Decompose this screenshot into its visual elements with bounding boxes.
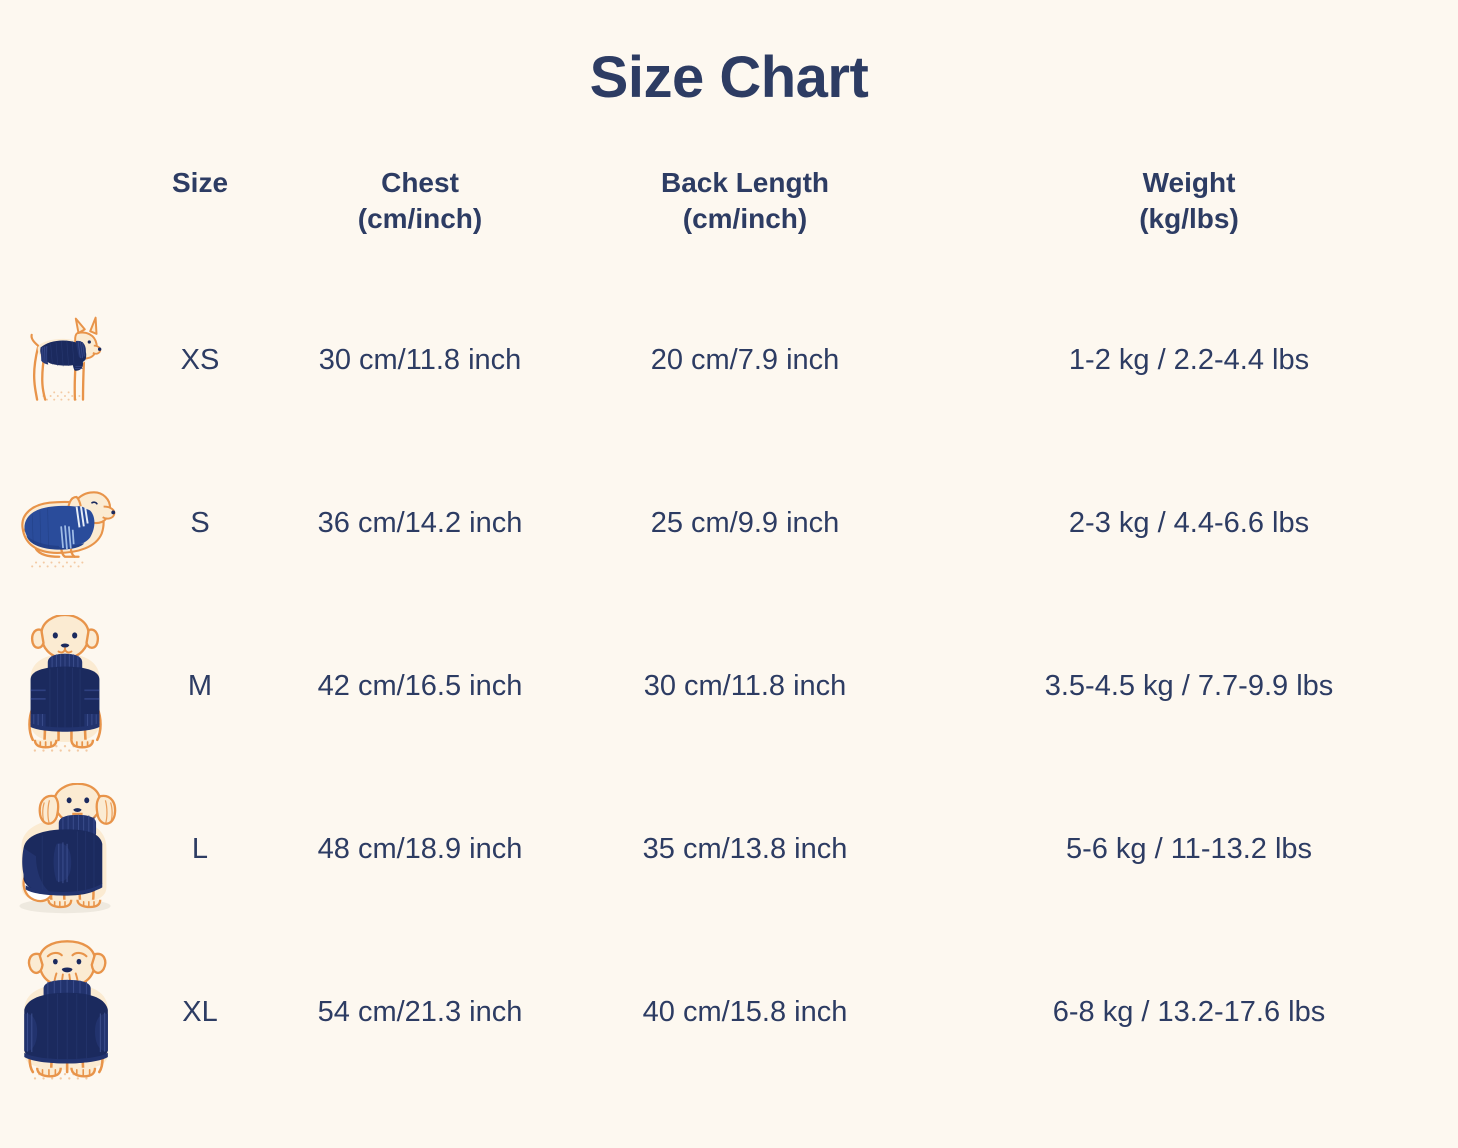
cell-size: M [187,669,213,702]
table-row: XL 54 cm/21.3 inch 40 cm/15.8 inch 6-8 k… [0,931,1458,1094]
cell-weight: 6-8 kg / 13.2-17.6 lbs [1052,995,1326,1028]
page-title: Size Chart [589,45,869,110]
header-back-length: Back Length (cm/inch) [570,165,920,279]
table-row: L 48 cm/18.9 inch 35 cm/13.8 inch 5-6 kg… [0,768,1458,931]
dog-m-sitting-terrier-icon [9,613,121,757]
dog-xl-sitting-schnauzer-icon [5,939,125,1085]
cell-weight: 5-6 kg / 11-13.2 lbs [1065,832,1313,865]
dog-s-lying-dachshund-icon [7,468,123,578]
cell-weight: 1-2 kg / 2.2-4.4 lbs [1068,343,1310,376]
cell-chest: 48 cm/18.9 inch [317,832,523,865]
header-back-length-unit: (cm/inch) [682,202,808,234]
cell-back-length: 20 cm/7.9 inch [650,343,840,376]
cell-chest: 30 cm/11.8 inch [318,343,522,376]
header-size-label: Size [171,167,229,198]
table-row: S 36 cm/14.2 inch 25 cm/9.9 inch 2-3 kg … [0,442,1458,605]
cell-back-length: 35 cm/13.8 inch [642,832,848,865]
row-illustration-xs [0,279,130,442]
cell-size: L [191,832,209,865]
row-illustration-xl [0,931,130,1094]
size-chart-table: Size Chest (cm/inch) Back Length (cm/inc… [0,165,1458,1094]
cell-size: XL [182,995,218,1028]
cell-back-length: 40 cm/15.8 inch [642,995,848,1028]
header-chest-label: Chest [381,167,459,198]
cell-weight: 3.5-4.5 kg / 7.7-9.9 lbs [1044,669,1334,702]
cell-size: S [190,506,210,539]
header-illustration [0,165,130,279]
cell-size: XS [180,343,220,376]
table-row: XS 30 cm/11.8 inch 20 cm/7.9 inch 1-2 kg… [0,279,1458,442]
cell-back-length: 30 cm/11.8 inch [643,669,847,702]
dog-l-sitting-retriever-icon [7,782,123,915]
cell-chest: 36 cm/14.2 inch [317,506,523,539]
cell-weight: 2-3 kg / 4.4-6.6 lbs [1068,506,1310,539]
header-chest-unit: (cm/inch) [357,202,483,234]
row-illustration-s [0,442,130,605]
row-illustration-l [0,768,130,931]
table-body: XS 30 cm/11.8 inch 20 cm/7.9 inch 1-2 kg… [0,279,1458,1094]
header-row: Size Chest (cm/inch) Back Length (cm/inc… [0,165,1458,279]
header-weight-label: Weight [1142,167,1236,198]
dog-xs-standing-chihuahua-icon [11,306,119,414]
table-header: Size Chest (cm/inch) Back Length (cm/inc… [0,165,1458,279]
header-back-length-label: Back Length [660,167,830,198]
table-row: M 42 cm/16.5 inch 30 cm/11.8 inch 3.5-4.… [0,605,1458,768]
cell-chest: 54 cm/21.3 inch [317,995,523,1028]
cell-back-length: 25 cm/9.9 inch [650,506,840,539]
header-size: Size [130,165,270,279]
header-chest: Chest (cm/inch) [270,165,570,279]
row-illustration-m [0,605,130,768]
header-weight-unit: (kg/lbs) [1139,202,1239,234]
cell-chest: 42 cm/16.5 inch [317,669,523,702]
header-weight: Weight (kg/lbs) [920,165,1458,279]
